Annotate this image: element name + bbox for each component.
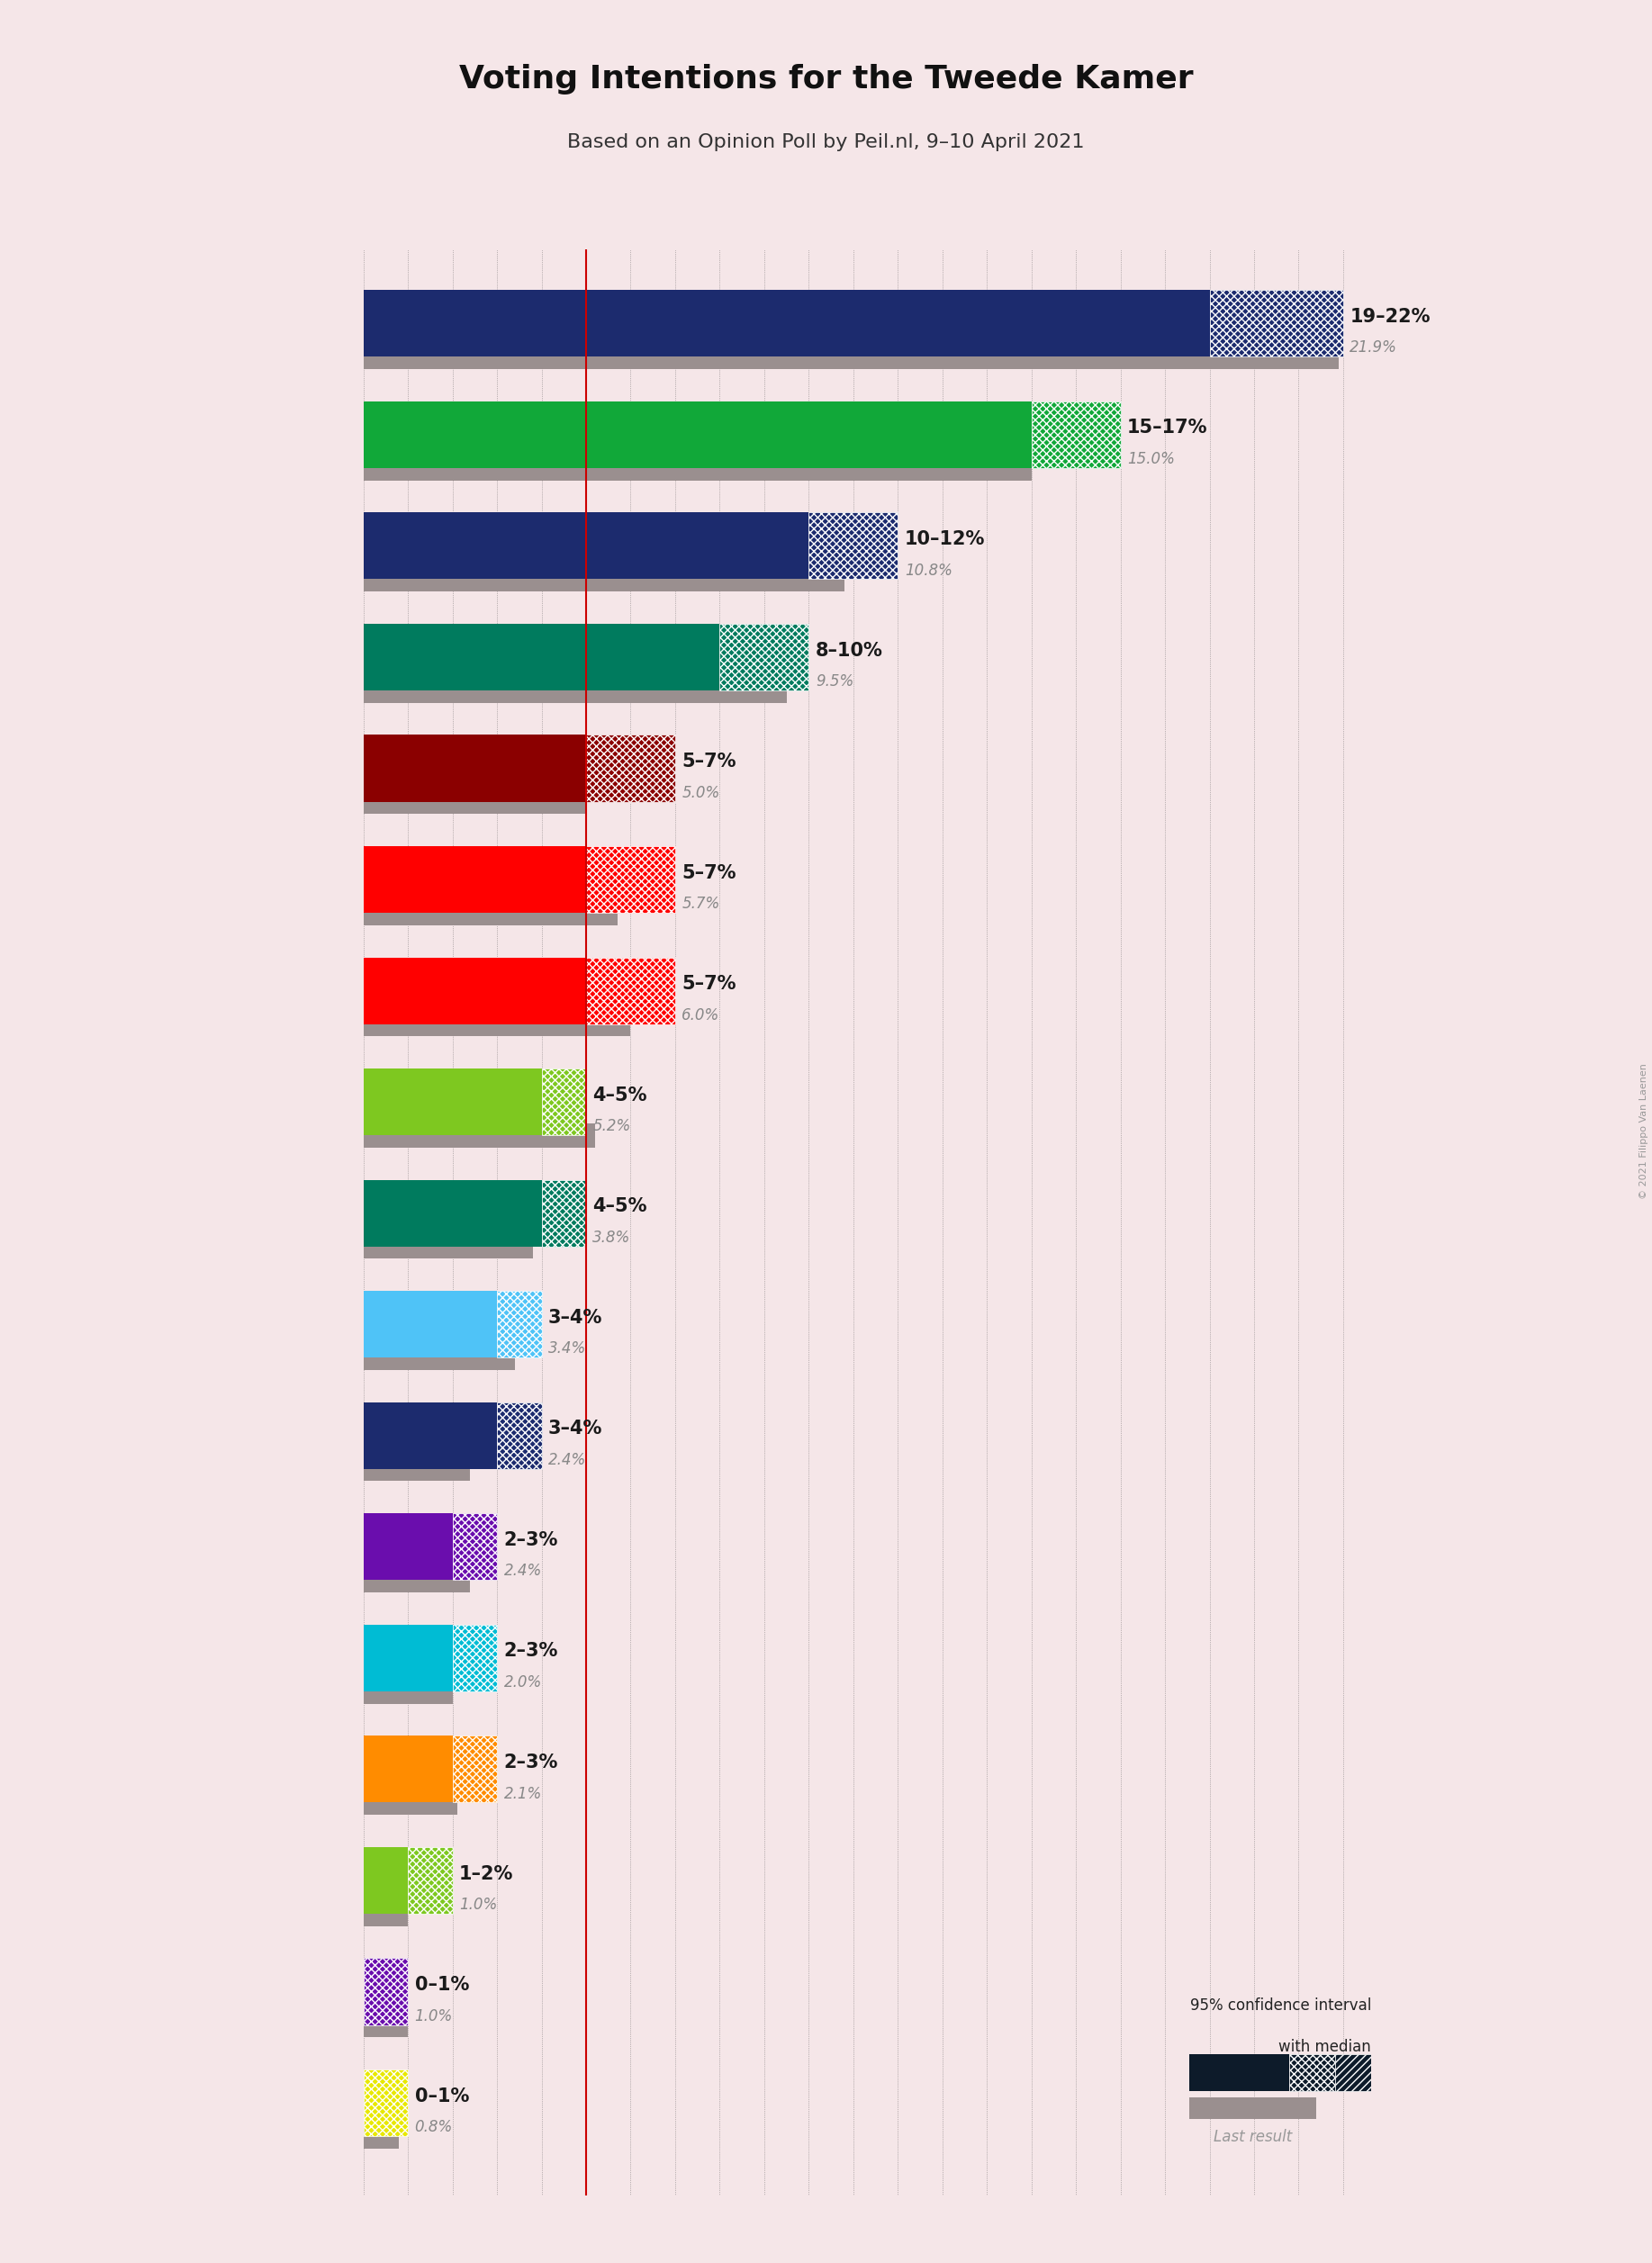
- Bar: [363, 1847, 408, 1914]
- Bar: [363, 344, 1338, 369]
- Text: 6.0%: 6.0%: [682, 1007, 720, 1023]
- Text: 4–5%: 4–5%: [593, 1197, 648, 1215]
- Bar: [363, 455, 1031, 480]
- Text: 0.8%: 0.8%: [415, 2118, 453, 2136]
- Text: 1–2%: 1–2%: [459, 1865, 514, 1883]
- Text: 4–5%: 4–5%: [593, 1086, 648, 1104]
- Text: Last result: Last result: [1214, 2129, 1292, 2145]
- Bar: [363, 1290, 497, 1358]
- Text: © 2021 Filippo Van Laenen: © 2021 Filippo Van Laenen: [1639, 1064, 1649, 1199]
- Text: 2–3%: 2–3%: [504, 1754, 558, 1772]
- Bar: [1031, 401, 1120, 468]
- Bar: [363, 1736, 453, 1804]
- Bar: [542, 1068, 586, 1136]
- Bar: [363, 625, 720, 690]
- Bar: [1189, 2098, 1317, 2118]
- Bar: [497, 1403, 542, 1469]
- Bar: [1209, 290, 1343, 358]
- Bar: [363, 2125, 400, 2148]
- Text: 2.1%: 2.1%: [504, 1786, 542, 1801]
- Text: 2.4%: 2.4%: [548, 1453, 586, 1469]
- Text: 5.2%: 5.2%: [593, 1118, 631, 1134]
- Bar: [363, 1346, 515, 1369]
- Bar: [363, 1790, 458, 1815]
- Bar: [363, 401, 1031, 468]
- Bar: [363, 1403, 497, 1469]
- Text: 15.0%: 15.0%: [1127, 450, 1175, 466]
- Text: Voting Intentions for the Tweede Kamer: Voting Intentions for the Tweede Kamer: [459, 63, 1193, 95]
- Bar: [542, 1179, 586, 1247]
- Text: 19–22%: 19–22%: [1350, 308, 1431, 326]
- Text: 5–7%: 5–7%: [682, 754, 737, 772]
- Text: 0–1%: 0–1%: [415, 1976, 469, 1994]
- Text: 1.0%: 1.0%: [459, 1896, 497, 1912]
- Bar: [363, 290, 1209, 358]
- Bar: [586, 735, 676, 801]
- Text: 3.8%: 3.8%: [593, 1229, 631, 1245]
- Text: with median: with median: [1279, 2039, 1371, 2055]
- Bar: [363, 1514, 453, 1580]
- Text: 15–17%: 15–17%: [1127, 419, 1208, 437]
- Text: 5–7%: 5–7%: [682, 864, 737, 883]
- Bar: [363, 1625, 453, 1690]
- Text: 2–3%: 2–3%: [504, 1643, 558, 1661]
- Text: 9.5%: 9.5%: [816, 674, 854, 690]
- Bar: [363, 1012, 631, 1036]
- Text: 3.4%: 3.4%: [548, 1340, 586, 1358]
- Bar: [363, 1122, 595, 1147]
- Bar: [363, 735, 586, 801]
- Bar: [363, 1957, 408, 2025]
- Text: 5–7%: 5–7%: [682, 975, 737, 993]
- Bar: [363, 957, 586, 1025]
- Text: Based on an Opinion Poll by Peil.nl, 9–10 April 2021: Based on an Opinion Poll by Peil.nl, 9–1…: [567, 134, 1085, 152]
- Bar: [1335, 2055, 1371, 2091]
- Bar: [720, 625, 809, 690]
- Bar: [363, 1179, 542, 1247]
- Bar: [586, 957, 676, 1025]
- Text: 2.4%: 2.4%: [504, 1564, 542, 1580]
- Text: 10.8%: 10.8%: [905, 561, 952, 579]
- Text: 3–4%: 3–4%: [548, 1308, 603, 1326]
- Bar: [453, 1514, 497, 1580]
- Bar: [453, 1736, 497, 1804]
- Text: 5.0%: 5.0%: [682, 785, 720, 801]
- Bar: [363, 1901, 408, 1926]
- Text: 2.0%: 2.0%: [504, 1675, 542, 1690]
- Bar: [497, 1290, 542, 1358]
- Bar: [1289, 2055, 1335, 2091]
- Bar: [363, 511, 809, 579]
- Text: 1.0%: 1.0%: [415, 2007, 453, 2023]
- Bar: [363, 1457, 471, 1482]
- Bar: [363, 2068, 408, 2136]
- Bar: [363, 1233, 532, 1258]
- Bar: [363, 901, 618, 926]
- Text: 95% confidence interval: 95% confidence interval: [1189, 1998, 1371, 2014]
- Bar: [363, 679, 786, 704]
- Bar: [363, 568, 844, 591]
- Bar: [363, 846, 586, 912]
- Bar: [453, 1625, 497, 1690]
- Bar: [363, 1679, 453, 1704]
- Text: 0–1%: 0–1%: [415, 2086, 469, 2105]
- Text: 2–3%: 2–3%: [504, 1532, 558, 1550]
- Bar: [408, 1847, 453, 1914]
- Bar: [363, 1568, 471, 1593]
- Bar: [363, 1068, 542, 1136]
- Bar: [363, 790, 586, 815]
- Text: 8–10%: 8–10%: [816, 640, 882, 659]
- Text: 10–12%: 10–12%: [905, 530, 985, 548]
- Text: 21.9%: 21.9%: [1350, 339, 1398, 355]
- Text: 3–4%: 3–4%: [548, 1419, 603, 1437]
- Bar: [1189, 2055, 1289, 2091]
- Text: 5.7%: 5.7%: [682, 896, 720, 912]
- Bar: [586, 846, 676, 912]
- Bar: [809, 511, 897, 579]
- Bar: [363, 2012, 408, 2037]
